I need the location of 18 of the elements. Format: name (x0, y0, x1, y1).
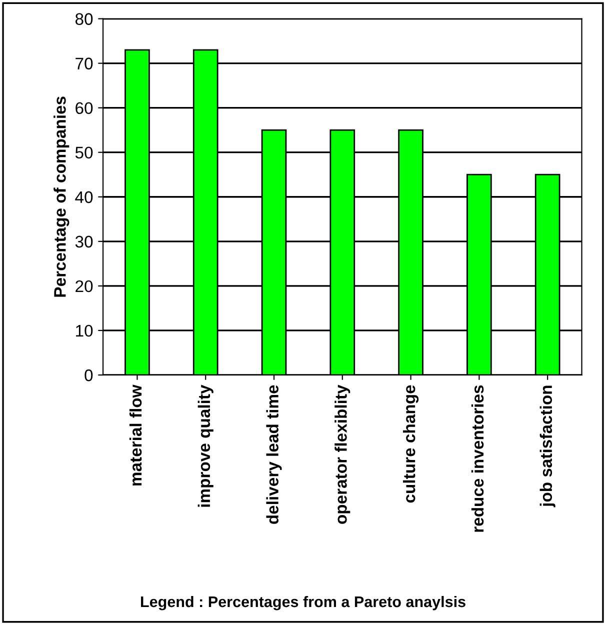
y-tick-label: 50 (75, 146, 93, 159)
x-tick-label: material flow (129, 384, 142, 486)
y-tick-label: 20 (76, 280, 93, 292)
y-tick-label: 60 (76, 102, 93, 114)
y-tick-label: 40 (75, 191, 93, 204)
x-tick-label: job satisfaction (540, 386, 556, 508)
y-tick-label: 70 (76, 58, 93, 70)
text: Legend : Percentages from a Pareto anaylsis (141, 596, 466, 610)
y-tick-label: 30 (75, 236, 93, 248)
x-tick-label: culture change (402, 385, 419, 503)
y-tick-label: 80 (75, 13, 93, 25)
y-tick-label: 0 (84, 369, 93, 382)
x-tick-label: improve quality (198, 384, 214, 507)
x-tick-label: operator flexiblity (334, 384, 350, 524)
y-axis-title: Percentage of companies (54, 96, 70, 297)
y-tick-label: 10 (76, 324, 93, 337)
x-tick-label: reduce inventories (471, 385, 484, 532)
x-tick-label: delivery lead time (266, 385, 282, 524)
